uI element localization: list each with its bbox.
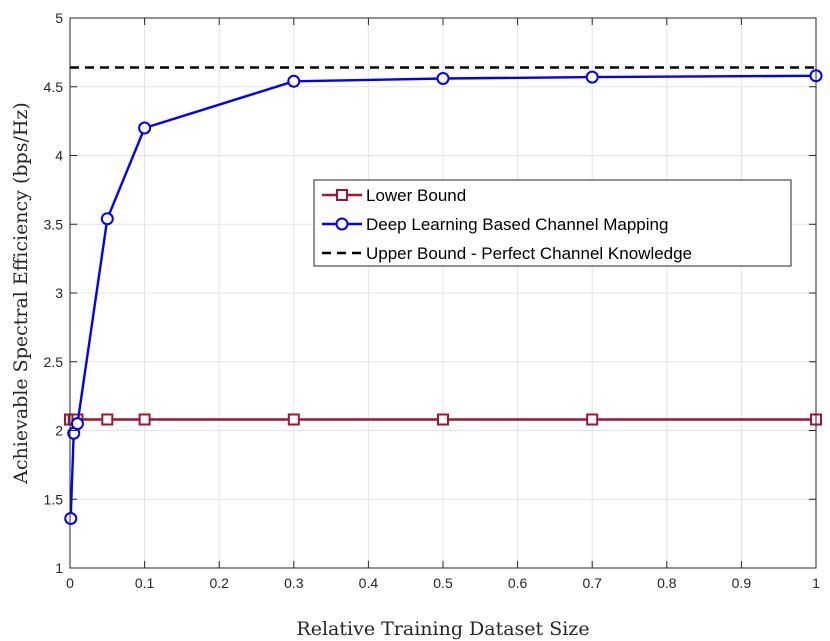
y-tick-label: 1.5 bbox=[44, 491, 64, 507]
y-tick-label: 2 bbox=[55, 423, 63, 439]
x-axis-label: Relative Training Dataset Size bbox=[296, 618, 589, 640]
lower-bound-point bbox=[287, 413, 300, 426]
x-tick-label: 0.1 bbox=[135, 575, 155, 591]
lower-bound-point bbox=[138, 413, 151, 426]
legend-box bbox=[313, 179, 792, 267]
deep-learning-point bbox=[436, 72, 450, 85]
y-tick-label: 4 bbox=[55, 148, 63, 164]
lower-bound-point bbox=[437, 413, 449, 426]
y-tick-label: 3.5 bbox=[44, 216, 64, 232]
x-tick-label: 0.5 bbox=[433, 575, 453, 591]
x-tick-label: 0.9 bbox=[732, 575, 752, 591]
lower-bound-legend-marker bbox=[336, 189, 348, 201]
y-tick-label: 4.5 bbox=[44, 79, 64, 95]
y-axis-label: Achievable Spectral Efficiency (bps/Hz) bbox=[10, 102, 32, 485]
deep-learning-point bbox=[64, 512, 78, 525]
x-tick-label: 0.8 bbox=[657, 575, 677, 591]
deep-learning-point bbox=[585, 70, 599, 84]
deep-learning-point bbox=[70, 417, 84, 431]
axes: 0 0.1 0.2 0.3 0.4 0.5 0.6 0.7 0.8 0.9 1 1 1.5 2 2.5 3 3.… bbox=[44, 10, 821, 591]
x-tick-label: 0.3 bbox=[284, 575, 304, 591]
deep-learning-legend-marker bbox=[335, 217, 349, 231]
x-tick-label: 1 bbox=[812, 575, 820, 591]
x-tick-label: 0.2 bbox=[209, 575, 229, 591]
lower-bound-legend-label: Lower Bound bbox=[366, 186, 466, 205]
deep-learning-point bbox=[138, 121, 152, 135]
x-tick-label: 0.4 bbox=[359, 575, 379, 591]
lower-bound-point bbox=[586, 413, 599, 426]
y-tick-label: 3 bbox=[55, 285, 63, 301]
y-tick-label: 2.5 bbox=[44, 354, 64, 370]
x-tick-label: 0.6 bbox=[508, 575, 528, 591]
legend: Lower Bound Deep Learning Based Channel M… bbox=[313, 179, 792, 267]
deep-learning-point bbox=[100, 212, 114, 226]
y-tick-label: 1 bbox=[55, 560, 63, 576]
upper-bound-legend-label: Upper Bound - Perfect Channel Knowledge bbox=[366, 244, 692, 263]
deep-learning-point bbox=[287, 74, 301, 88]
x-tick-label: 0.7 bbox=[582, 575, 602, 591]
y-tick-label: 5 bbox=[55, 10, 63, 26]
lower-bound-point bbox=[101, 413, 114, 426]
deep-learning-legend-label: Deep Learning Based Channel Mapping bbox=[366, 215, 668, 234]
x-tick-label: 0 bbox=[66, 575, 74, 591]
